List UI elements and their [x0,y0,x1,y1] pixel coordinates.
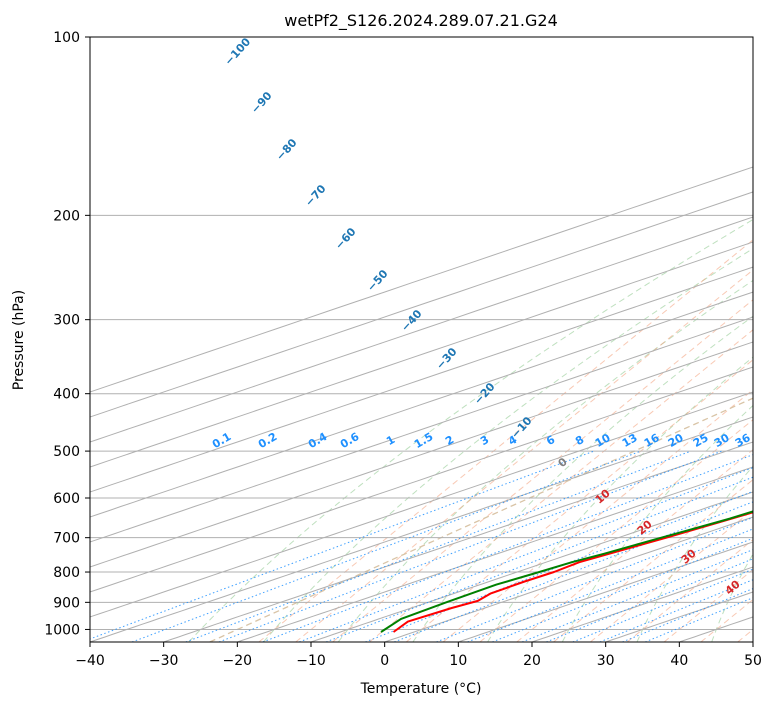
axis-ticks: −40 −30 −20 −10 0 10 20 30 40 50 100 200 300 400 500 60… [44,30,762,669]
isotherm-line [90,316,753,543]
isotherm-line [90,291,753,518]
temperature-line [392,511,753,633]
isotherm-line [90,341,753,568]
x-tick-label: 0 [380,653,389,669]
isotherm-line [458,541,753,642]
moist-adiabat-line [258,239,753,642]
background-lines [90,37,753,642]
moist-adiabat-line [369,329,753,642]
series-layer [380,510,753,633]
y-tick-label: 500 [53,444,80,460]
mixing-ratio-line [299,467,753,642]
isotherm-line [90,166,753,393]
mixing-ratio-line [365,490,753,642]
isotherm-line [90,391,753,618]
isotherm-line [90,416,753,642]
mixing-ratio-line [185,450,692,642]
x-tick-label: −40 [75,653,105,669]
moist-adiabat-line [479,419,753,642]
moist-adiabat-line [295,269,753,642]
y-tick-label: 600 [53,491,80,507]
isotherm-line [163,441,753,642]
isotherm-line [90,366,753,593]
dewpoint-line [380,510,753,633]
dry-adiabat-line [561,404,753,642]
dry-adiabat-line [263,247,753,642]
y-tick-label: 700 [53,531,80,547]
mixing-ratio-line [467,528,753,642]
x-tick-label: 30 [597,653,615,669]
moist-adiabat-line [332,299,753,642]
mixing-ratio-line [546,558,753,642]
isotherm-line [237,466,753,642]
dry-adiabat-line [636,465,753,642]
moist-adiabat-line [516,449,753,642]
y-tick-label: 1000 [44,622,80,638]
y-tick-label: 900 [53,595,80,611]
mixing-ratio-line [262,454,753,642]
x-tick-label: −20 [223,653,253,669]
x-axis-label: Temperature (°C) [360,681,482,697]
y-tick-label: 100 [53,30,80,46]
plot-area: −100−90−80−70−60−50−40−30−20−100.1 0.2 0.4… [90,37,753,642]
mixing-ratio-line [325,476,753,642]
isotherm-line [90,191,753,418]
x-tick-label: 20 [523,653,541,669]
moist-adiabat-line [405,359,753,642]
reference-curve [209,397,753,642]
isotherm-line [531,566,753,642]
mixing-ratio-line [436,516,753,642]
y-tick-label: 800 [53,565,80,581]
dry-adiabat-line [487,356,753,642]
moist-adiabat-line [553,479,753,642]
y-tick-label: 400 [53,387,80,403]
mixing-ratio-line [394,501,753,642]
plot-frame [89,36,754,643]
x-tick-label: 40 [670,653,688,669]
moist-adiabat-line [442,389,753,642]
y-tick-label: 200 [53,208,80,224]
x-tick-label: 50 [744,653,762,669]
y-tick-label: 300 [53,313,80,329]
x-tick-label: −10 [296,653,326,669]
chart-title: wetPf2_S126.2024.289.07.21.G24 [284,11,558,31]
isotherm-line [605,591,753,642]
x-tick-label: −30 [149,653,179,669]
isotherm-line [90,241,753,468]
x-tick-label: 10 [449,653,467,669]
isotherm-line [384,516,753,642]
isotherm-line [90,216,753,443]
isotherm-line [90,266,753,493]
y-axis-label: Pressure (hPa) [11,290,27,390]
